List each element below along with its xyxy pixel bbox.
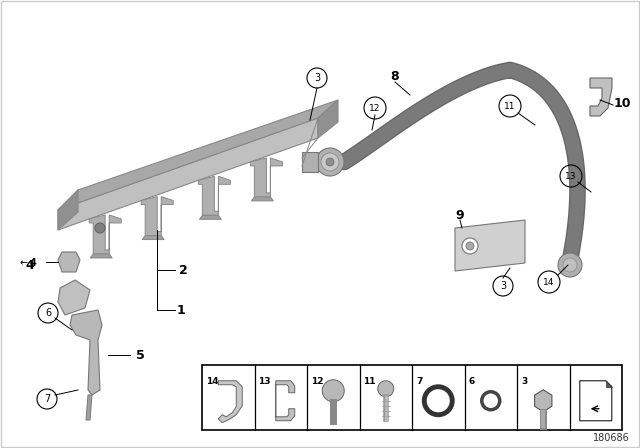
Polygon shape	[580, 381, 612, 421]
Circle shape	[462, 238, 478, 254]
Circle shape	[378, 381, 394, 397]
Polygon shape	[605, 381, 612, 387]
Circle shape	[321, 153, 339, 171]
Polygon shape	[141, 197, 173, 236]
Text: 8: 8	[390, 69, 399, 82]
Text: 6: 6	[45, 308, 51, 318]
Polygon shape	[90, 254, 112, 258]
Polygon shape	[276, 381, 295, 421]
Text: 11: 11	[504, 102, 516, 111]
Text: 7: 7	[416, 377, 422, 386]
Text: 12: 12	[311, 377, 323, 386]
Text: 180686: 180686	[593, 433, 630, 443]
Polygon shape	[142, 236, 164, 240]
Bar	[202, 365, 622, 430]
Polygon shape	[200, 215, 221, 220]
Polygon shape	[86, 395, 92, 420]
Circle shape	[316, 148, 344, 176]
Polygon shape	[89, 215, 121, 254]
Polygon shape	[58, 190, 78, 230]
Text: 3: 3	[314, 73, 320, 83]
Text: 2: 2	[179, 263, 188, 276]
Text: 11: 11	[364, 377, 376, 386]
Text: 13: 13	[259, 377, 271, 386]
Circle shape	[466, 242, 474, 250]
Text: 5: 5	[136, 349, 145, 362]
Polygon shape	[218, 381, 243, 423]
Polygon shape	[250, 158, 282, 197]
Polygon shape	[252, 197, 273, 201]
Text: 7: 7	[44, 394, 50, 404]
Polygon shape	[318, 100, 338, 138]
Polygon shape	[302, 152, 318, 172]
Text: 9: 9	[456, 208, 464, 221]
Polygon shape	[70, 310, 102, 395]
Text: 4: 4	[26, 258, 35, 271]
Text: 10: 10	[613, 96, 631, 109]
Text: 3: 3	[521, 377, 527, 386]
Circle shape	[95, 223, 105, 233]
Text: $\leftarrow$4: $\leftarrow$4	[18, 256, 38, 268]
Polygon shape	[534, 390, 552, 412]
Text: 14: 14	[206, 377, 219, 386]
Circle shape	[326, 158, 334, 166]
Polygon shape	[58, 118, 318, 230]
Text: 6: 6	[468, 377, 475, 386]
Text: 3: 3	[500, 281, 506, 291]
Polygon shape	[590, 78, 612, 116]
Polygon shape	[58, 100, 338, 210]
Circle shape	[323, 380, 344, 402]
Circle shape	[558, 253, 582, 277]
Polygon shape	[198, 177, 230, 215]
Text: 12: 12	[369, 103, 381, 112]
Text: 13: 13	[565, 172, 577, 181]
Polygon shape	[455, 220, 525, 271]
Polygon shape	[58, 252, 80, 272]
Text: 1: 1	[177, 303, 186, 316]
Text: 14: 14	[543, 277, 555, 287]
Polygon shape	[58, 280, 90, 315]
Circle shape	[563, 258, 577, 272]
